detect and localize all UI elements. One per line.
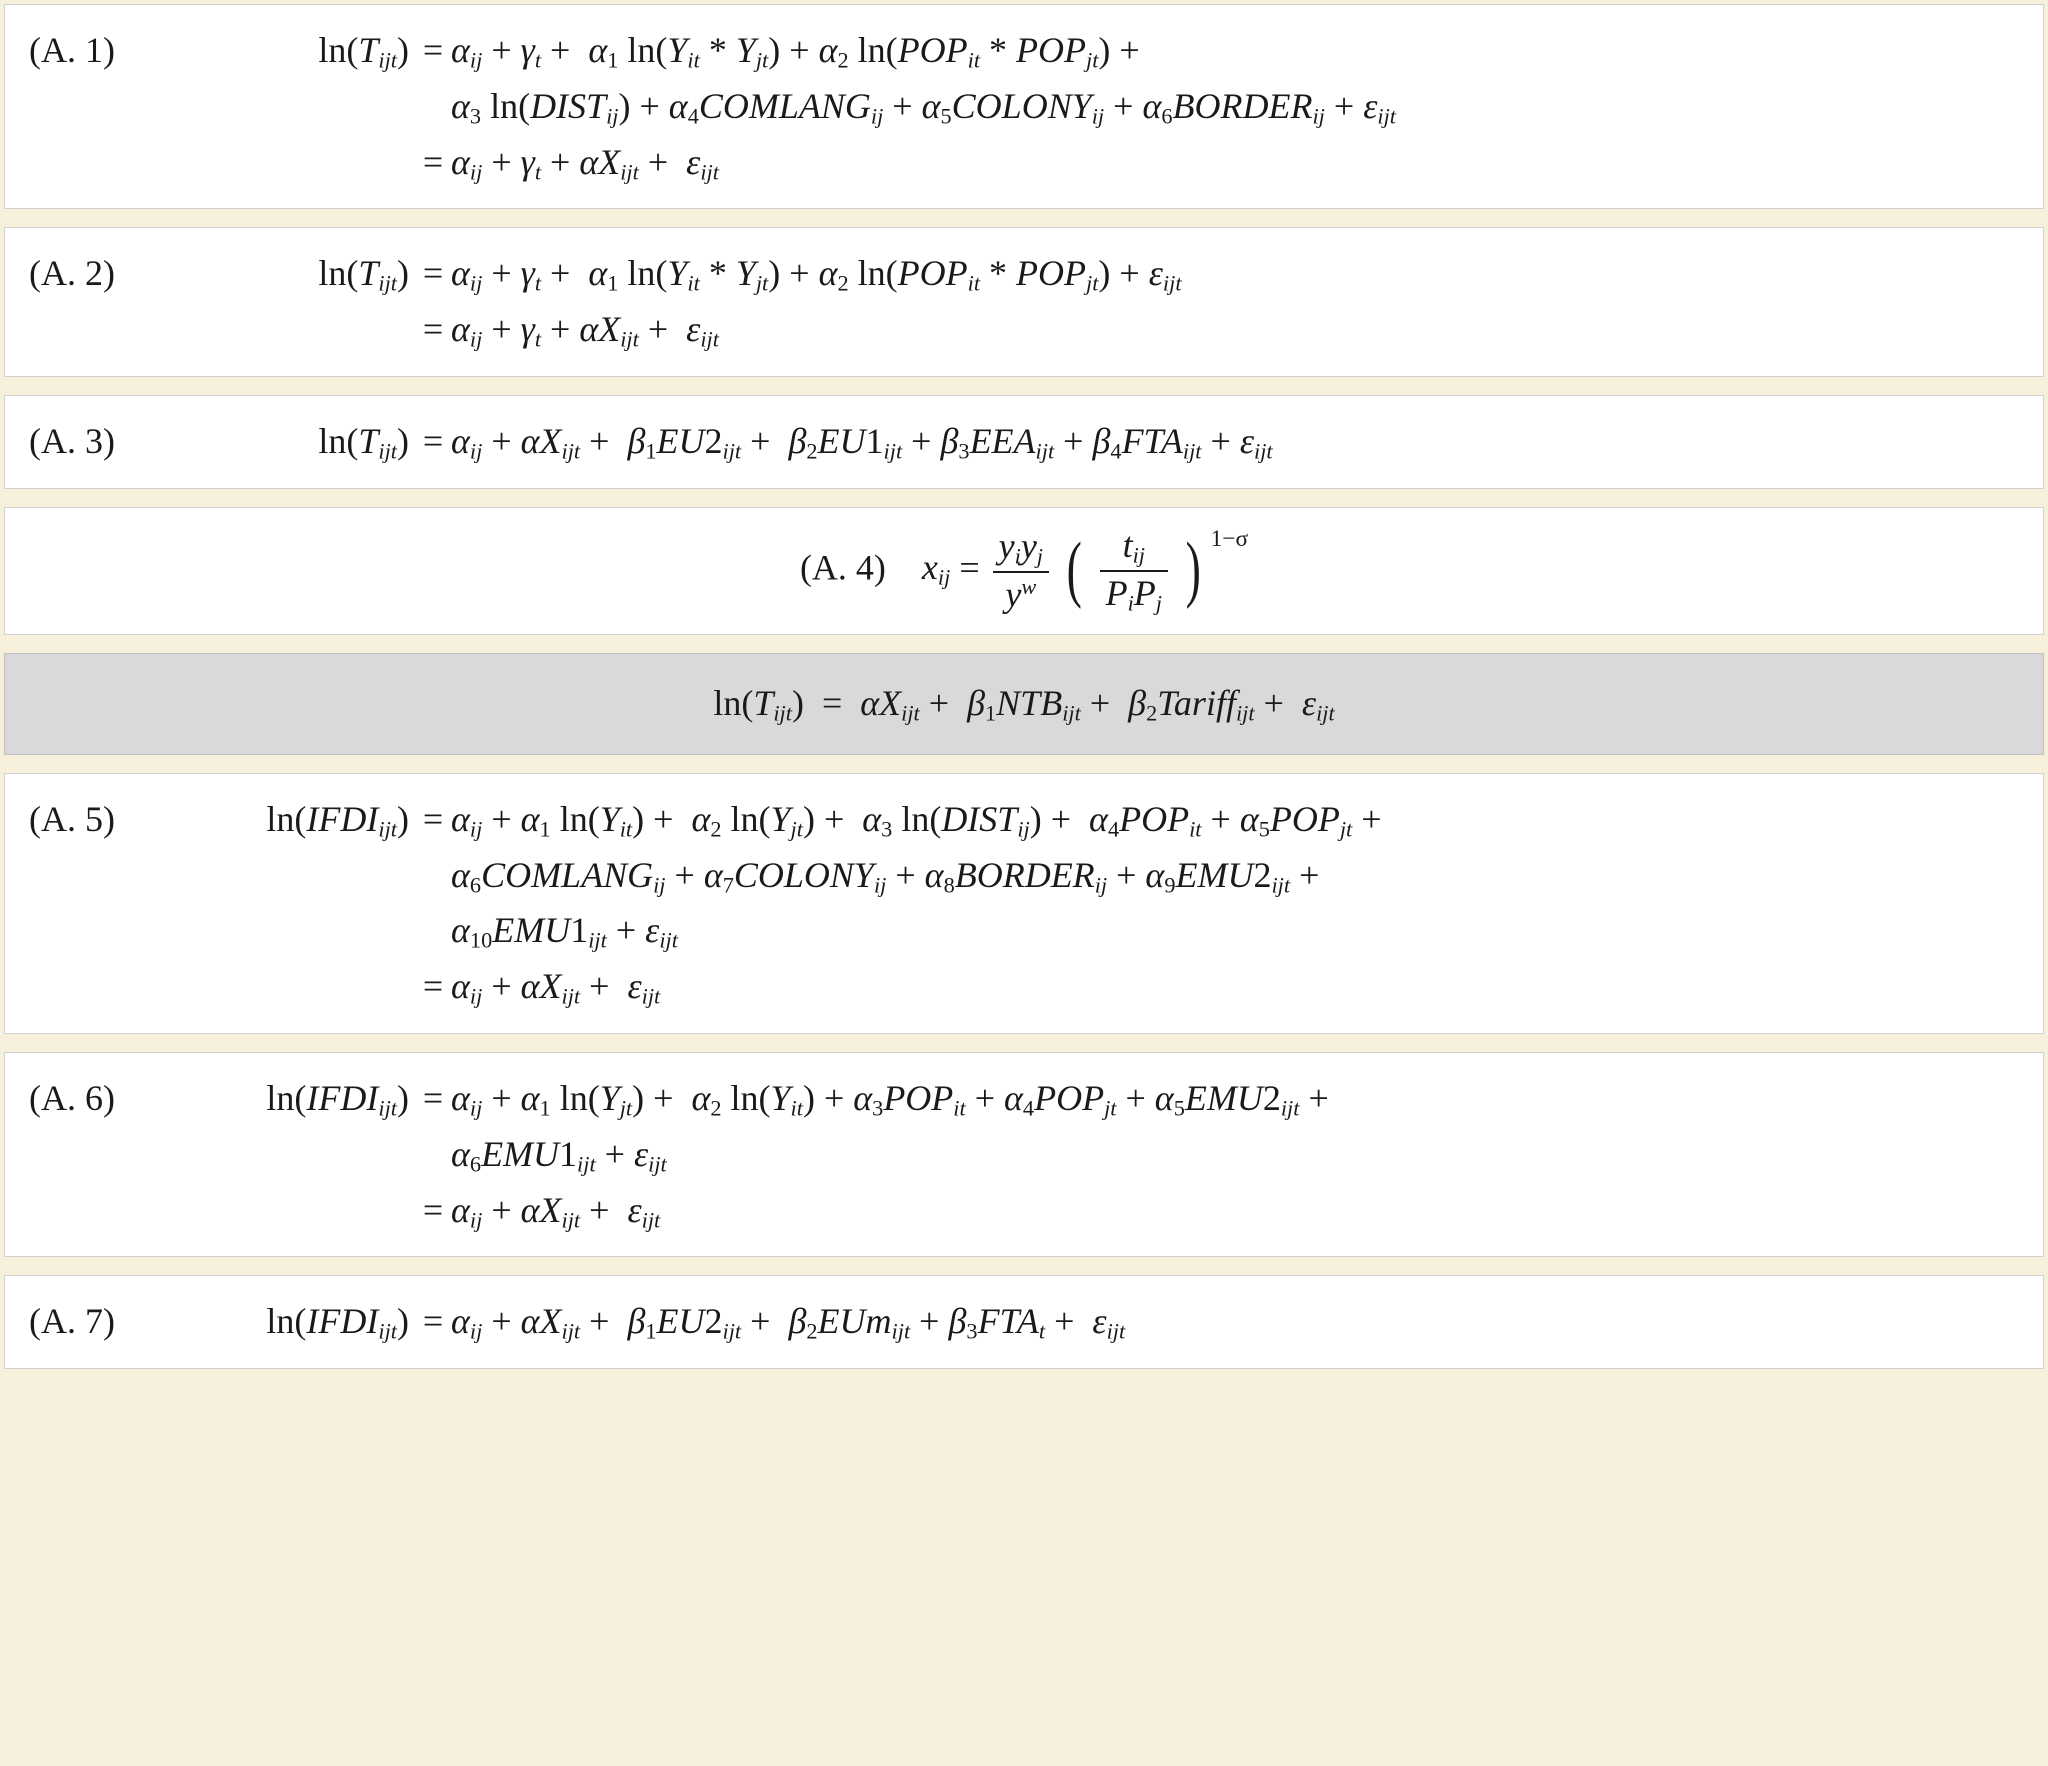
eq-rhs: α10EMU1ijt + εijt (451, 903, 2019, 959)
fraction-numerator: tij (1100, 526, 1168, 572)
fraction-numerator: yiyj (993, 527, 1049, 573)
equals-sign: = (415, 1294, 451, 1350)
equation-a5-line2: α6COMLANGij + α7COLONYij + α8BORDERij + … (29, 848, 2019, 904)
eq-lhs: ln(IFDIijt) (179, 1294, 415, 1350)
eq-rhs: α3 ln(DISTij) + α4COMLANGij + α5COLONYij… (451, 79, 2019, 135)
eq-lhs: ln(Tijt) (179, 23, 415, 79)
eq-label: (A. 2) (29, 246, 179, 302)
equals-sign: = (415, 959, 451, 1015)
equation-a6-line2: α6EMU1ijt + εijt (29, 1127, 2019, 1183)
equals-sign: = (959, 547, 988, 587)
equations-page: (A. 1) ln(Tijt) = αij + γt + α1 ln(Yit *… (0, 0, 2048, 1391)
equation-a6-line3: = αij + αXijt + εijt (29, 1183, 2019, 1239)
equals-sign: = (415, 1183, 451, 1239)
eq-label: (A. 4) (800, 547, 886, 587)
left-paren: ( (1067, 535, 1082, 601)
fraction-denominator: yw (993, 573, 1049, 615)
eq-label: (A. 1) (29, 23, 179, 79)
equation-a5-line4: = αij + αXijt + εijt (29, 959, 2019, 1015)
equals-sign: = (813, 683, 851, 723)
eq-rhs: α6COMLANGij + α7COLONYij + α8BORDERij + … (451, 848, 2019, 904)
equation-a6-line1: (A. 6) ln(IFDIijt) = αij + α1 ln(Yjt) + … (29, 1071, 2019, 1127)
eq-label: (A. 6) (29, 1071, 179, 1127)
equation-a2-line1: (A. 2) ln(Tijt) = αij + γt + α1 ln(Yit *… (29, 246, 2019, 302)
eq-lhs: ln(Tijt) (179, 246, 415, 302)
eq-lhs: ln(Tijt) (179, 414, 415, 470)
equation-a6: (A. 6) ln(IFDIijt) = αij + α1 ln(Yjt) + … (4, 1052, 2044, 1257)
eq-rhs: αij + γt + α1 ln(Yit * Yjt) + α2 ln(POPi… (451, 246, 2019, 302)
eq-rhs: αij + αXijt + εijt (451, 1183, 2019, 1239)
equation-a7-line1: (A. 7) ln(IFDIijt) = αij + αXijt + β1EU2… (29, 1294, 2019, 1350)
eq-lhs: ln(IFDIijt) (179, 1071, 415, 1127)
equation-a1: (A. 1) ln(Tijt) = αij + γt + α1 ln(Yit *… (4, 4, 2044, 209)
equation-a3: (A. 3) ln(Tijt) = αij + αXijt + β1EU2ijt… (4, 395, 2044, 489)
eq-rhs: αXijt + β1NTBijt + β2Tariffijt + εijt (860, 683, 1334, 723)
eq-rhs: αij + α1 ln(Yjt) + α2 ln(Yit) + α3POPit … (451, 1071, 2019, 1127)
equation-a4: (A. 4) xij = yiyj yw ( tij PiPj ) 1−σ (4, 507, 2044, 635)
right-paren: ) (1186, 535, 1201, 601)
eq-rhs: α6EMU1ijt + εijt (451, 1127, 2019, 1183)
exponent: 1−σ (1211, 521, 1249, 557)
eq-label: (A. 7) (29, 1294, 179, 1350)
eq-lhs: xij (922, 547, 950, 587)
equals-sign: = (415, 246, 451, 302)
eq-lhs: ln(IFDIijt) (179, 792, 415, 848)
eq-rhs: αij + αXijt + β1EU2ijt + β2EUmijt + β3FT… (451, 1294, 2019, 1350)
equals-sign: = (415, 1071, 451, 1127)
equation-highlight: ln(Tijt) = αXijt + β1NTBijt + β2Tariffij… (4, 653, 2044, 755)
eq-label: (A. 5) (29, 792, 179, 848)
eq-rhs: αij + γt + αXijt + εijt (451, 135, 2019, 191)
eq-label: (A. 3) (29, 414, 179, 470)
eq-rhs: αij + α1 ln(Yit) + α2 ln(Yjt) + α3 ln(DI… (451, 792, 2019, 848)
eq-rhs: αij + αXijt + εijt (451, 959, 2019, 1015)
equals-sign: = (415, 414, 451, 470)
equation-a3-line1: (A. 3) ln(Tijt) = αij + αXijt + β1EU2ijt… (29, 414, 2019, 470)
equation-a5-line3: α10EMU1ijt + εijt (29, 903, 2019, 959)
equals-sign: = (415, 792, 451, 848)
fraction-2: tij PiPj (1100, 526, 1168, 616)
eq-lhs: ln(Tijt) (713, 683, 804, 723)
equation-a1-line3: = αij + γt + αXijt + εijt (29, 135, 2019, 191)
fraction-1: yiyj yw (993, 527, 1049, 615)
eq-rhs: αij + γt + α1 ln(Yit * Yjt) + α2 ln(POPi… (451, 23, 2019, 79)
fraction-denominator: PiPj (1100, 572, 1168, 616)
equals-sign: = (415, 135, 451, 191)
equation-a5-line1: (A. 5) ln(IFDIijt) = αij + α1 ln(Yit) + … (29, 792, 2019, 848)
equals-sign: = (415, 23, 451, 79)
eq-rhs: αij + γt + αXijt + εijt (451, 302, 2019, 358)
equals-sign: = (415, 302, 451, 358)
equation-a1-line2: α3 ln(DISTij) + α4COMLANGij + α5COLONYij… (29, 79, 2019, 135)
equation-a2: (A. 2) ln(Tijt) = αij + γt + α1 ln(Yit *… (4, 227, 2044, 377)
eq-rhs: αij + αXijt + β1EU2ijt + β2EU1ijt + β3EE… (451, 414, 2019, 470)
equation-a2-line2: = αij + γt + αXijt + εijt (29, 302, 2019, 358)
equation-a1-line1: (A. 1) ln(Tijt) = αij + γt + α1 ln(Yit *… (29, 23, 2019, 79)
equation-a5: (A. 5) ln(IFDIijt) = αij + α1 ln(Yit) + … (4, 773, 2044, 1034)
equation-a7: (A. 7) ln(IFDIijt) = αij + αXijt + β1EU2… (4, 1275, 2044, 1369)
